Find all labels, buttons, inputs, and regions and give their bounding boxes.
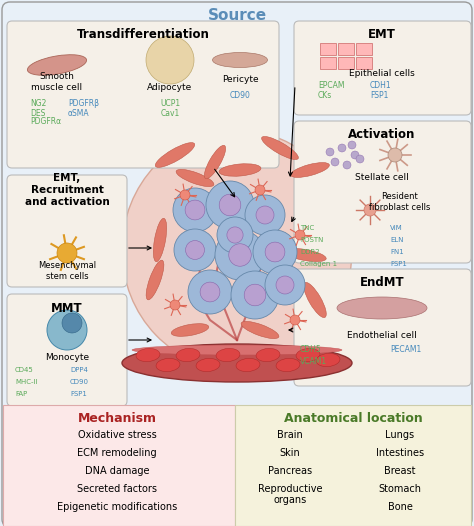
Circle shape (338, 144, 346, 152)
Text: Oxidative stress: Oxidative stress (78, 430, 156, 440)
Text: Stellate cell: Stellate cell (355, 174, 409, 183)
Text: CD90: CD90 (229, 90, 250, 99)
Ellipse shape (284, 248, 326, 261)
Bar (338, 43, 354, 55)
Bar (235, 405, 471, 526)
Circle shape (326, 148, 334, 156)
Circle shape (253, 230, 297, 274)
Text: MMT: MMT (51, 301, 83, 315)
Text: FN1: FN1 (390, 249, 404, 255)
FancyBboxPatch shape (294, 21, 471, 115)
Ellipse shape (241, 321, 279, 339)
Ellipse shape (296, 348, 320, 361)
Text: DES: DES (30, 108, 46, 117)
Text: Skin: Skin (280, 448, 301, 458)
Circle shape (146, 36, 194, 84)
Circle shape (276, 276, 294, 294)
Text: Endothelial cell: Endothelial cell (347, 330, 417, 339)
Circle shape (188, 270, 232, 314)
FancyBboxPatch shape (7, 294, 127, 406)
Text: organs: organs (273, 495, 307, 505)
Text: FAP: FAP (15, 391, 27, 397)
Ellipse shape (316, 353, 340, 367)
Circle shape (388, 148, 402, 162)
Text: αSMA: αSMA (68, 108, 90, 117)
Circle shape (331, 158, 339, 166)
Circle shape (255, 185, 265, 195)
Ellipse shape (291, 163, 329, 177)
Circle shape (244, 284, 266, 306)
Bar (320, 57, 336, 69)
Circle shape (185, 240, 204, 259)
Text: Reproductive: Reproductive (258, 484, 322, 494)
Circle shape (206, 181, 254, 229)
Text: Pericyte: Pericyte (222, 76, 258, 85)
Ellipse shape (276, 358, 300, 371)
Ellipse shape (122, 344, 352, 382)
Text: Secreted factors: Secreted factors (77, 484, 157, 494)
Text: VCAM1: VCAM1 (300, 358, 327, 367)
Text: Adipocyte: Adipocyte (147, 84, 192, 93)
Text: Epigenetic modifications: Epigenetic modifications (57, 502, 177, 512)
Text: CDH5: CDH5 (300, 346, 322, 355)
Text: EPCAM: EPCAM (318, 82, 345, 90)
Circle shape (219, 194, 241, 216)
Ellipse shape (212, 53, 267, 67)
Ellipse shape (171, 323, 209, 336)
Text: CD45: CD45 (15, 367, 34, 373)
Ellipse shape (337, 297, 427, 319)
Ellipse shape (262, 136, 299, 159)
Ellipse shape (176, 348, 200, 361)
Text: FSP1: FSP1 (390, 261, 407, 267)
Text: NG2: NG2 (30, 99, 46, 108)
Text: UCP1: UCP1 (160, 99, 180, 108)
Text: DPP4: DPP4 (70, 367, 88, 373)
Text: EndMT: EndMT (360, 277, 404, 289)
Bar (3, 405, 235, 526)
Ellipse shape (146, 260, 164, 300)
Circle shape (265, 242, 285, 262)
Circle shape (343, 161, 351, 169)
Text: CD90: CD90 (70, 379, 89, 385)
Text: Cav1: Cav1 (160, 108, 180, 117)
Circle shape (364, 204, 376, 216)
Circle shape (57, 243, 77, 263)
Text: Smooth
muscle cell: Smooth muscle cell (31, 72, 82, 92)
Text: Epithelial cells: Epithelial cells (349, 69, 415, 78)
Text: CDH1: CDH1 (370, 82, 392, 90)
Circle shape (215, 230, 265, 280)
Circle shape (265, 265, 305, 305)
Circle shape (217, 217, 253, 253)
Circle shape (227, 227, 243, 243)
Circle shape (62, 313, 82, 333)
Circle shape (245, 195, 285, 235)
Ellipse shape (155, 143, 195, 167)
Ellipse shape (219, 164, 261, 176)
Text: Mechanism: Mechanism (78, 411, 156, 424)
Text: Collagen 1: Collagen 1 (300, 261, 337, 267)
Text: Pancreas: Pancreas (268, 466, 312, 476)
Text: DNA damage: DNA damage (85, 466, 149, 476)
FancyBboxPatch shape (7, 175, 127, 287)
Bar (356, 57, 372, 69)
Bar (356, 43, 372, 55)
Circle shape (200, 282, 220, 302)
Circle shape (231, 271, 279, 319)
Ellipse shape (156, 358, 180, 371)
Circle shape (180, 190, 190, 200)
Circle shape (356, 155, 364, 163)
Text: Brain: Brain (277, 430, 303, 440)
Circle shape (170, 300, 180, 310)
Ellipse shape (196, 358, 220, 371)
Text: ECM remodeling: ECM remodeling (77, 448, 157, 458)
Ellipse shape (236, 358, 260, 371)
Circle shape (47, 310, 87, 350)
Ellipse shape (136, 348, 160, 361)
FancyBboxPatch shape (294, 121, 471, 263)
Text: MHC-II: MHC-II (15, 379, 37, 385)
Text: FSP1: FSP1 (70, 391, 87, 397)
FancyBboxPatch shape (7, 21, 279, 168)
Circle shape (229, 244, 251, 266)
Ellipse shape (132, 345, 342, 355)
